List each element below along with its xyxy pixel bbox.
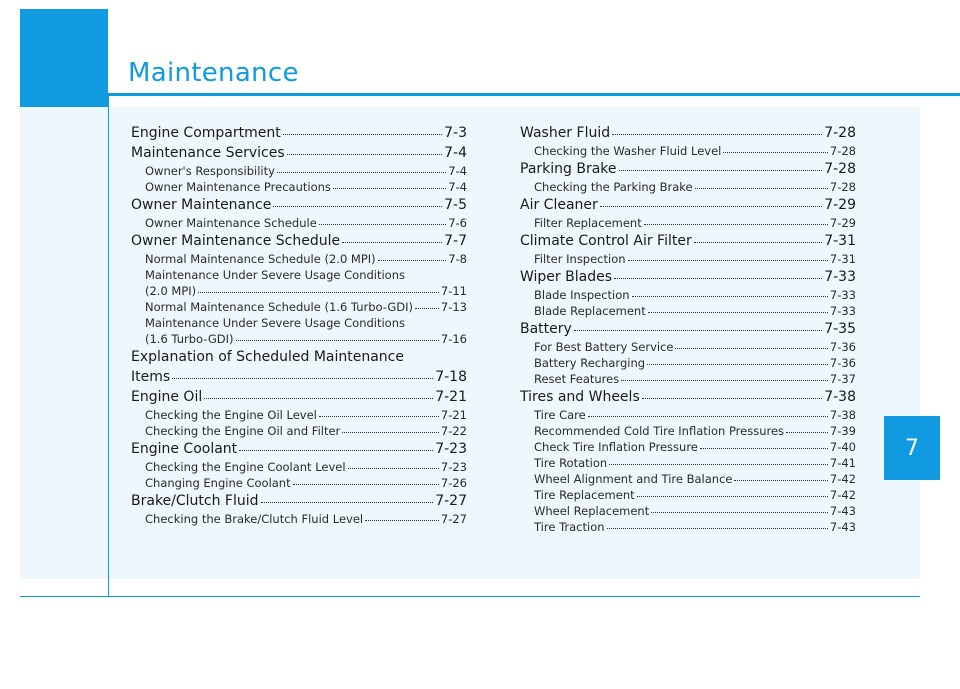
toc-subentry-severe-2-0-line1[interactable]: Maintenance Under Severe Usage Condition… <box>145 268 405 282</box>
toc-subentry-tire-care[interactable]: Tire Care 7-38 <box>534 408 856 422</box>
toc-subentry-checking-coolant-level[interactable]: Checking the Engine Coolant Level 7-23 <box>145 460 467 474</box>
toc-subentry-reset-features[interactable]: Reset Features 7-37 <box>534 372 856 386</box>
toc-entry-air-cleaner[interactable]: Air Cleaner 7-29 <box>520 197 856 213</box>
bottom-rule <box>20 596 920 597</box>
toc-entry-owner-maintenance-schedule[interactable]: Owner Maintenance Schedule 7-7 <box>131 233 467 249</box>
title-underline <box>108 93 960 96</box>
toc-entry-maintenance-services[interactable]: Maintenance Services 7-4 <box>131 145 467 161</box>
toc-subentry-changing-coolant[interactable]: Changing Engine Coolant 7-26 <box>145 476 467 490</box>
toc-subentry-owners-responsibility[interactable]: Owner's Responsibility 7-4 <box>145 164 467 178</box>
toc-entry-washer-fluid[interactable]: Washer Fluid 7-28 <box>520 125 856 141</box>
toc-subentry-blade-inspection[interactable]: Blade Inspection 7-33 <box>534 288 856 302</box>
toc-entry-explanation-line1[interactable]: Explanation of Scheduled Maintenance <box>131 349 404 365</box>
toc-entry-explanation-items[interactable]: Items 7-18 <box>131 369 467 385</box>
toc-entry-climate-control-air-filter[interactable]: Climate Control Air Filter 7-31 <box>520 233 856 249</box>
toc-panel <box>20 107 920 579</box>
toc-subentry-checking-engine-oil-level[interactable]: Checking the Engine Oil Level 7-21 <box>145 408 467 422</box>
toc-subentry-best-battery-service[interactable]: For Best Battery Service 7-36 <box>534 340 856 354</box>
toc-entry-engine-oil[interactable]: Engine Oil 7-21 <box>131 389 467 405</box>
toc-entry-parking-brake[interactable]: Parking Brake 7-28 <box>520 161 856 177</box>
toc-subentry-normal-schedule-2-0[interactable]: Normal Maintenance Schedule (2.0 MPI) 7-8 <box>145 252 467 266</box>
toc-subentry-filter-inspection[interactable]: Filter Inspection 7-31 <box>534 252 856 266</box>
toc-entry-battery[interactable]: Battery 7-35 <box>520 321 856 337</box>
toc-entry-owner-maintenance[interactable]: Owner Maintenance 7-5 <box>131 197 467 213</box>
toc-subentry-checking-brake-fluid[interactable]: Checking the Brake/Clutch Fluid Level 7-2… <box>145 512 467 526</box>
toc-subentry-owner-maintenance-precautions[interactable]: Owner Maintenance Precautions 7-4 <box>145 180 467 194</box>
chapter-tab[interactable]: 7 <box>884 416 940 480</box>
toc-entry-engine-compartment[interactable]: Engine Compartment 7-3 <box>131 125 467 141</box>
toc-subentry-normal-schedule-1-6[interactable]: Normal Maintenance Schedule (1.6 Turbo-G… <box>145 300 467 314</box>
toc-subentry-wheel-alignment[interactable]: Wheel Alignment and Tire Balance 7-42 <box>534 472 856 486</box>
toc-entry-tires-and-wheels[interactable]: Tires and Wheels 7-38 <box>520 389 856 405</box>
page-title: Maintenance <box>128 58 299 88</box>
toc-subentry-check-tire-pressure[interactable]: Check Tire Inflation Pressure 7-40 <box>534 440 856 454</box>
toc-right-column: Washer Fluid 7-28 Checking the Washer Flu… <box>520 123 856 535</box>
toc-subentry-filter-replacement[interactable]: Filter Replacement 7-29 <box>534 216 856 230</box>
toc-subentry-severe-1-6[interactable]: (1.6 Turbo-GDI) 7-16 <box>145 332 467 346</box>
toc-subentry-tire-rotation[interactable]: Tire Rotation 7-41 <box>534 456 856 470</box>
toc-subentry-tire-replacement[interactable]: Tire Replacement 7-42 <box>534 488 856 502</box>
margin-rule <box>108 96 109 596</box>
toc-subentry-tire-traction[interactable]: Tire Traction 7-43 <box>534 520 856 534</box>
toc-subentry-blade-replacement[interactable]: Blade Replacement 7-33 <box>534 304 856 318</box>
toc-subentry-wheel-replacement[interactable]: Wheel Replacement 7-43 <box>534 504 856 518</box>
toc-subentry-owner-maintenance-schedule[interactable]: Owner Maintenance Schedule 7-6 <box>145 216 467 230</box>
toc-subentry-battery-recharging[interactable]: Battery Recharging 7-36 <box>534 356 856 370</box>
toc-subentry-severe-2-0[interactable]: (2.0 MPI) 7-11 <box>145 284 467 298</box>
toc-subentry-checking-parking-brake[interactable]: Checking the Parking Brake 7-28 <box>534 180 856 194</box>
header-color-block <box>20 9 108 109</box>
toc-entry-brake-clutch-fluid[interactable]: Brake/Clutch Fluid 7-27 <box>131 493 467 509</box>
toc-subentry-severe-1-6-line1[interactable]: Maintenance Under Severe Usage Condition… <box>145 316 405 330</box>
toc-subentry-checking-engine-oil-filter[interactable]: Checking the Engine Oil and Filter 7-22 <box>145 424 467 438</box>
toc-subentry-checking-washer-fluid[interactable]: Checking the Washer Fluid Level 7-28 <box>534 144 856 158</box>
toc-subentry-cold-tire-pressures[interactable]: Recommended Cold Tire Inflation Pressure… <box>534 424 856 438</box>
toc-entry-engine-coolant[interactable]: Engine Coolant 7-23 <box>131 441 467 457</box>
toc-left-column: Engine Compartment 7-3 Maintenance Servic… <box>131 123 467 527</box>
toc-entry-wiper-blades[interactable]: Wiper Blades 7-33 <box>520 269 856 285</box>
